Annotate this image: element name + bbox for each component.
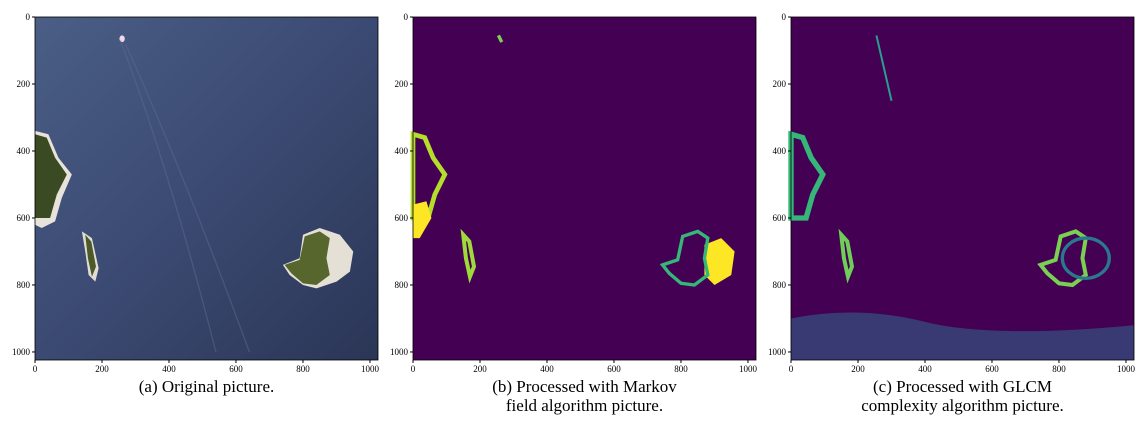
y-tick-label: 200 (17, 79, 31, 89)
y-tick-label: 600 (395, 213, 409, 223)
x-tick-label: 800 (296, 364, 310, 374)
y-tick-label: 0 (782, 12, 787, 22)
x-tick-label: 600 (985, 364, 999, 374)
y-tick-label: 400 (17, 146, 31, 156)
y-tick-label: 600 (17, 213, 31, 223)
y-tick-label: 600 (773, 213, 787, 223)
y-tick-label: 1000 (12, 347, 31, 357)
x-tick-label: 1000 (361, 364, 380, 374)
y-tick-label: 1000 (768, 347, 787, 357)
x-tick-label: 200 (473, 364, 487, 374)
y-tick-label: 200 (773, 79, 787, 89)
x-tick-label: 600 (607, 364, 621, 374)
y-tick-label: 800 (773, 280, 787, 290)
glcm-image (791, 17, 1134, 360)
y-tick-label: 200 (395, 79, 409, 89)
caption: (b) Processed with Markov (492, 377, 677, 396)
y-tick-label: 800 (395, 280, 409, 290)
x-tick-label: 200 (95, 364, 109, 374)
x-tick-label: 0 (33, 364, 38, 374)
caption: (a) Original picture. (139, 377, 274, 396)
x-tick-label: 1000 (1117, 364, 1136, 374)
caption: (c) Processed with GLCM (873, 377, 1052, 396)
x-tick-label: 1000 (739, 364, 758, 374)
y-tick-label: 0 (26, 12, 31, 22)
caption: complexity algorithm picture. (861, 396, 1064, 415)
figure: 0200400600800100002004006008001000(a) Or… (0, 0, 1147, 441)
x-tick-label: 600 (229, 364, 243, 374)
x-tick-label: 0 (789, 364, 794, 374)
x-tick-label: 0 (411, 364, 416, 374)
caption: field algorithm picture. (506, 396, 663, 415)
x-tick-label: 400 (162, 364, 176, 374)
y-tick-label: 1000 (390, 347, 409, 357)
y-tick-label: 800 (17, 280, 31, 290)
original-image (35, 17, 378, 360)
x-tick-label: 400 (918, 364, 932, 374)
x-tick-label: 800 (1052, 364, 1066, 374)
x-tick-label: 800 (674, 364, 688, 374)
y-tick-label: 0 (404, 12, 409, 22)
x-tick-label: 400 (540, 364, 554, 374)
markov-image (413, 17, 756, 360)
x-tick-label: 200 (851, 364, 865, 374)
page: {"panels": [ {"caption": ["(a) Original … (0, 0, 1147, 441)
y-tick-label: 400 (395, 146, 409, 156)
y-tick-label: 400 (773, 146, 787, 156)
